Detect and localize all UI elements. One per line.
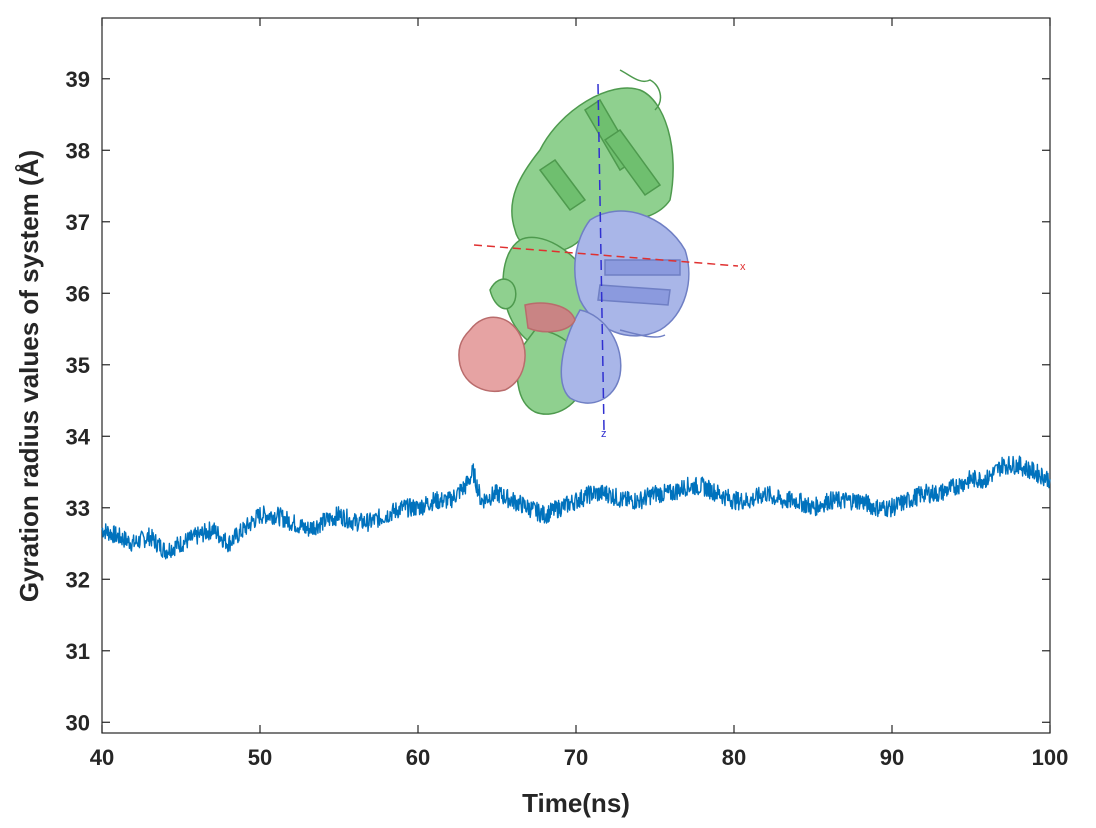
x-axis-title: Time(ns) bbox=[522, 788, 630, 818]
x-tick-label: 90 bbox=[880, 745, 904, 770]
y-tick-label: 37 bbox=[66, 210, 90, 235]
axis-ticks: 40 50 60 70 80 90 100 30 31 32 33 34 35 36 37 38 39 bbox=[66, 18, 1069, 770]
y-tick-label: 39 bbox=[66, 67, 90, 92]
y-tick-label: 32 bbox=[66, 567, 90, 592]
z-axis-indicator bbox=[597, 83, 605, 431]
y-tick-label: 35 bbox=[66, 353, 90, 378]
y-axis-title: Gyration radius values of system (Å) bbox=[14, 150, 44, 602]
blue-chain bbox=[560, 210, 690, 404]
x-tick-label: 80 bbox=[722, 745, 746, 770]
x-tick-label: 50 bbox=[248, 745, 272, 770]
x-tick-label: 70 bbox=[564, 745, 588, 770]
pink-chain bbox=[458, 302, 576, 392]
gyration-series-line bbox=[101, 455, 1051, 560]
x-tick-label: 40 bbox=[90, 745, 114, 770]
y-tick-label: 33 bbox=[66, 496, 90, 521]
y-tick-label: 30 bbox=[66, 710, 90, 735]
protein-structure-inset: x z bbox=[458, 69, 746, 440]
x-axis-letter: x bbox=[740, 261, 746, 273]
z-axis-letter: z bbox=[601, 428, 607, 440]
y-tick-label: 38 bbox=[66, 138, 90, 163]
y-tick-label: 34 bbox=[66, 424, 91, 449]
y-tick-label: 36 bbox=[66, 281, 90, 306]
x-tick-label: 60 bbox=[406, 745, 430, 770]
x-tick-label: 100 bbox=[1032, 745, 1069, 770]
y-tick-label: 31 bbox=[66, 639, 90, 664]
x-axis-indicator bbox=[473, 244, 739, 267]
